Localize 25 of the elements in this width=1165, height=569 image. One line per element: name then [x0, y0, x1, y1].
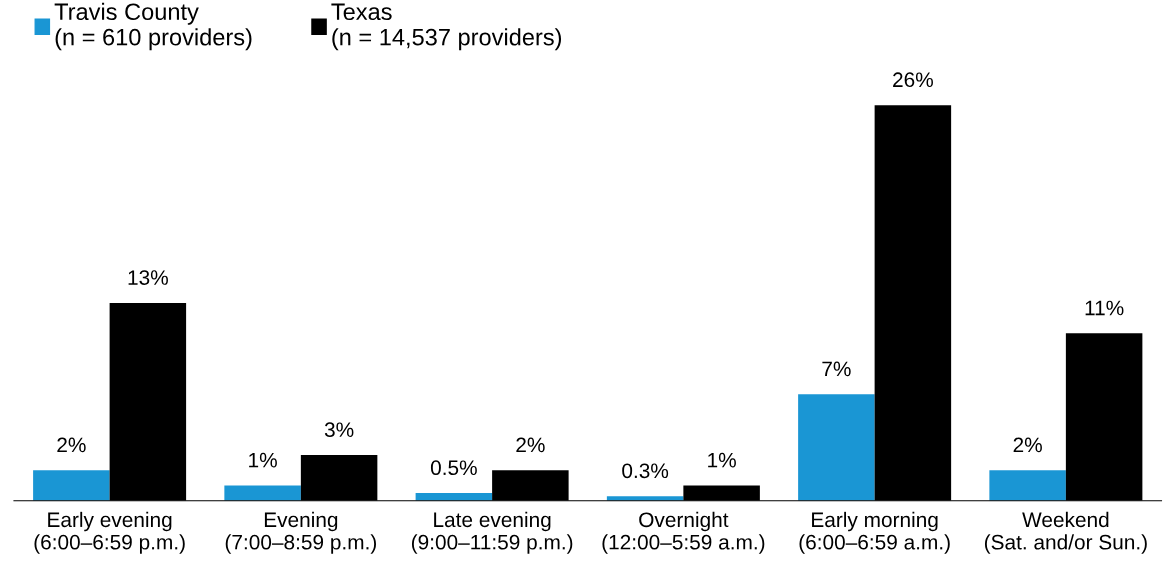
x-tick-label: Weekend (Sat. and/or Sun.)	[984, 511, 1147, 554]
x-tick-label: Evening (7:00–8:59 p.m.)	[225, 511, 377, 554]
data-label: 2%	[516, 437, 545, 453]
legend-label: Texas (n = 14,537 providers)	[331, 3, 562, 51]
data-label: 2%	[57, 437, 86, 453]
data-label: 7%	[822, 361, 851, 377]
bar	[224, 485, 301, 501]
bar	[798, 394, 875, 501]
bar	[33, 470, 110, 501]
data-label: 3%	[324, 422, 354, 438]
x-tick-label: Late evening (9:00–11:59 p.m.)	[411, 511, 573, 554]
data-label: 1%	[249, 452, 277, 468]
data-label: 0.5%	[430, 460, 477, 476]
x-tick-label: Early morning (6:00–6:59 a.m.)	[799, 511, 950, 554]
data-label: 26%	[893, 72, 933, 88]
x-tick-label: Overnight (12:00–5:59 a.m.)	[602, 511, 765, 554]
data-label: 0.3%	[622, 463, 669, 479]
x-tick-label: Early evening (6:00–6:59 p.m.)	[34, 511, 185, 554]
legend-label: Travis County (n = 610 providers)	[54, 2, 252, 51]
data-label: 13%	[128, 270, 168, 285]
bar	[415, 493, 493, 501]
data-label: 11%	[1085, 300, 1124, 316]
bar	[989, 470, 1066, 501]
data-label: 1%	[708, 452, 736, 468]
data-label: 2%	[1013, 437, 1042, 453]
